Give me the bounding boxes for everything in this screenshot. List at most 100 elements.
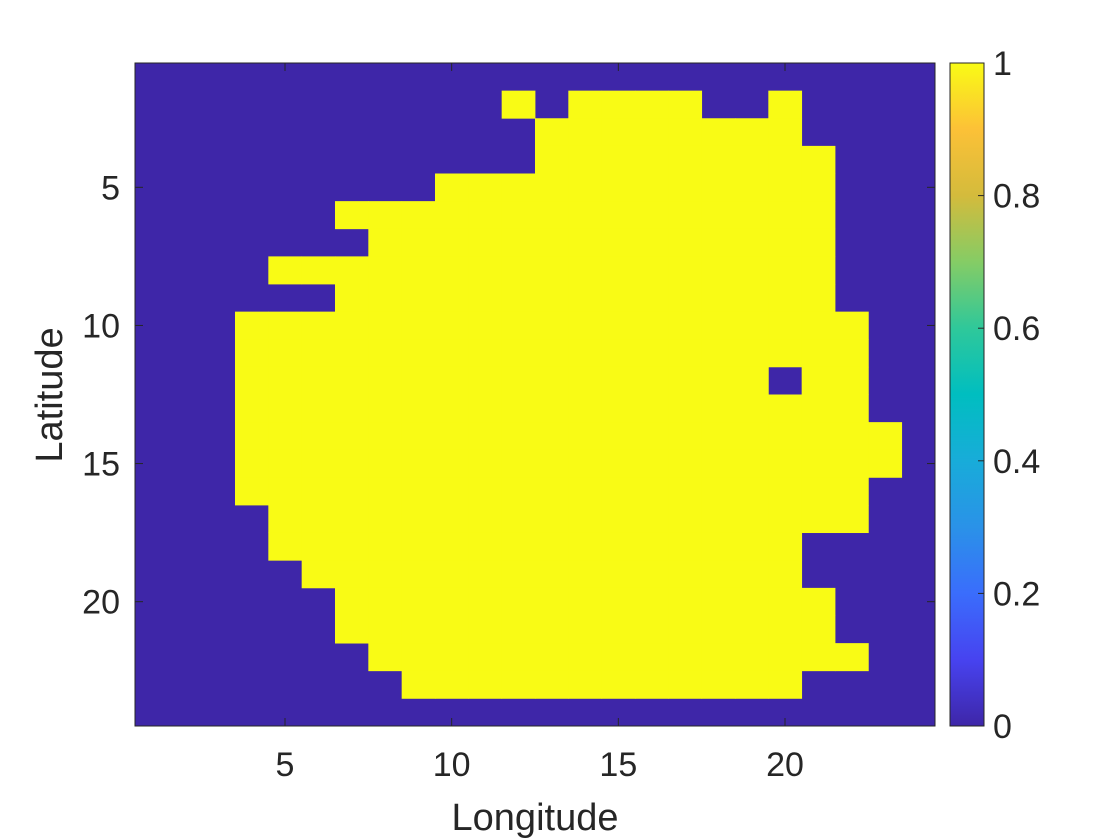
heatmap-cell bbox=[601, 560, 636, 589]
heatmap-cell bbox=[668, 394, 703, 423]
heatmap-cell bbox=[435, 256, 469, 285]
heatmap-cell bbox=[701, 422, 736, 451]
heatmap-cell bbox=[601, 311, 636, 340]
y-tick-label: 5 bbox=[101, 169, 120, 207]
heatmap-cell bbox=[535, 587, 569, 616]
heatmap-cell bbox=[768, 422, 803, 451]
heatmap-cell bbox=[601, 284, 636, 313]
heatmap-cell bbox=[668, 587, 703, 616]
heatmap-cell bbox=[401, 311, 436, 340]
heatmap-cell bbox=[868, 422, 903, 451]
heatmap-cell bbox=[368, 256, 403, 285]
heatmap-cell bbox=[368, 505, 403, 534]
heatmap-cell bbox=[435, 201, 469, 230]
heatmap-cell bbox=[468, 201, 503, 230]
heatmap-cell bbox=[601, 505, 636, 534]
heatmap-cell bbox=[735, 643, 769, 672]
x-tick-label: 20 bbox=[766, 746, 804, 784]
heatmap-cell bbox=[601, 339, 636, 368]
heatmap-cell bbox=[701, 201, 736, 230]
heatmap-cell bbox=[501, 643, 536, 672]
heatmap-cell bbox=[635, 422, 669, 451]
heatmap-cell bbox=[435, 615, 469, 644]
heatmap-cell bbox=[535, 532, 569, 561]
heatmap-cell bbox=[568, 643, 603, 672]
heatmap-cell bbox=[668, 284, 703, 313]
heatmap-cell bbox=[701, 339, 736, 368]
plot-frame bbox=[134, 62, 936, 727]
heatmap-cell bbox=[701, 118, 736, 147]
heatmap-cell bbox=[701, 228, 736, 257]
heatmap-cell bbox=[501, 284, 536, 313]
heatmap-cell bbox=[501, 505, 536, 534]
heatmap-cell bbox=[668, 643, 703, 672]
heatmap-cell bbox=[735, 587, 769, 616]
heatmap-cell bbox=[768, 145, 803, 174]
heatmap-cell bbox=[301, 339, 336, 368]
heatmap-cell bbox=[801, 339, 836, 368]
heatmap-cell bbox=[701, 670, 736, 699]
heatmap-cell bbox=[801, 366, 836, 395]
heatmap-cell bbox=[768, 615, 803, 644]
heatmap-cell bbox=[468, 615, 503, 644]
heatmap-cell bbox=[368, 201, 403, 230]
heatmap-cell bbox=[801, 228, 836, 257]
heatmap-cell bbox=[435, 643, 469, 672]
heatmap-cell bbox=[501, 560, 536, 589]
heatmap-cell bbox=[335, 532, 369, 561]
heatmap-cell bbox=[501, 477, 536, 506]
heatmap-cell bbox=[535, 505, 569, 534]
heatmap-cell bbox=[568, 505, 603, 534]
heatmap-cell bbox=[568, 449, 603, 478]
heatmap-cell bbox=[701, 532, 736, 561]
heatmap-cell bbox=[768, 201, 803, 230]
heatmap-cell bbox=[701, 477, 736, 506]
heatmap-cell bbox=[868, 449, 903, 478]
heatmap-cell bbox=[635, 366, 669, 395]
heatmap-cell bbox=[568, 394, 603, 423]
heatmap-cell bbox=[635, 201, 669, 230]
heatmap-cell bbox=[801, 311, 836, 340]
y-tick-label: 20 bbox=[82, 584, 120, 622]
heatmap-cell bbox=[801, 449, 836, 478]
heatmap-cell bbox=[801, 173, 836, 202]
heatmap-cell bbox=[735, 145, 769, 174]
heatmap-cell bbox=[835, 422, 869, 451]
heatmap-cell bbox=[768, 532, 803, 561]
heatmap-cell bbox=[501, 201, 536, 230]
heatmap-cell bbox=[601, 145, 636, 174]
heatmap-cell bbox=[335, 339, 369, 368]
heatmap-cell bbox=[701, 145, 736, 174]
heatmap-cell bbox=[735, 477, 769, 506]
heatmap-cell bbox=[435, 505, 469, 534]
heatmap-cell bbox=[535, 394, 569, 423]
x-axis-label: Longitude bbox=[452, 797, 619, 839]
heatmap-cell bbox=[435, 311, 469, 340]
heatmap-cell bbox=[401, 505, 436, 534]
heatmap-cell bbox=[401, 477, 436, 506]
heatmap-cell bbox=[768, 173, 803, 202]
heatmap-cell bbox=[368, 366, 403, 395]
heatmap-cell bbox=[535, 643, 569, 672]
heatmap-cell bbox=[268, 505, 303, 534]
heatmap-cell bbox=[368, 284, 403, 313]
heatmap-cell bbox=[835, 339, 869, 368]
heatmap-cell bbox=[501, 311, 536, 340]
heatmap-cell bbox=[735, 339, 769, 368]
heatmap-cell bbox=[835, 505, 869, 534]
heatmap-cell bbox=[635, 560, 669, 589]
heatmap-cell bbox=[668, 90, 703, 119]
heatmap-cell bbox=[568, 201, 603, 230]
heatmap-cell bbox=[435, 366, 469, 395]
heatmap-cell bbox=[568, 256, 603, 285]
heatmap-cell bbox=[768, 256, 803, 285]
heatmap-cell bbox=[401, 284, 436, 313]
heatmap-cell bbox=[568, 284, 603, 313]
heatmap-cell bbox=[668, 532, 703, 561]
heatmap-cell bbox=[735, 118, 769, 147]
heatmap-cell bbox=[335, 615, 369, 644]
heatmap-cell bbox=[268, 256, 303, 285]
heatmap-cell bbox=[301, 532, 336, 561]
heatmap-cell bbox=[701, 311, 736, 340]
heatmap-cell bbox=[468, 449, 503, 478]
